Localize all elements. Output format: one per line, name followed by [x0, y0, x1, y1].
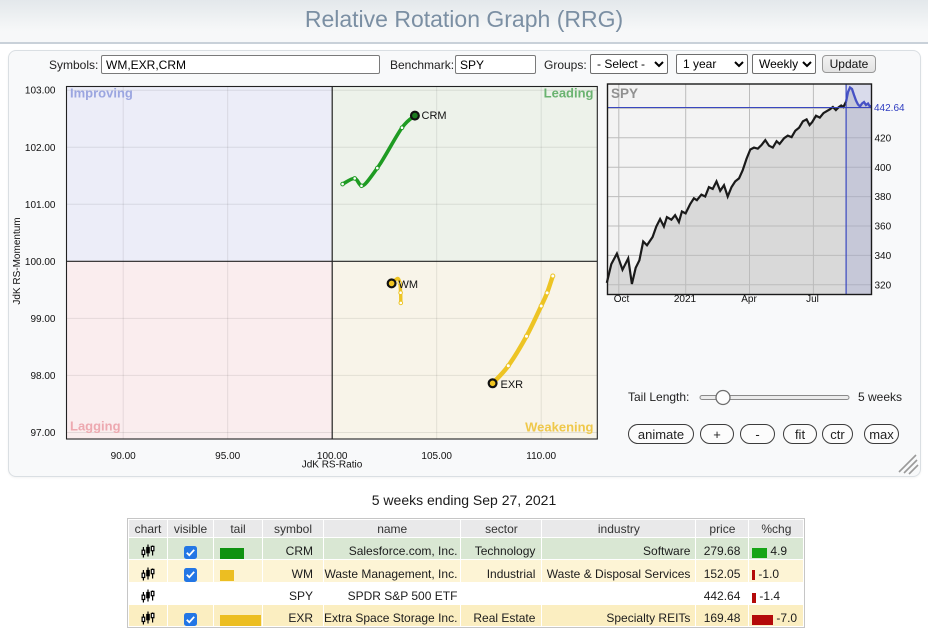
svg-text:90.00: 90.00 — [111, 451, 136, 462]
svg-text:JdK RS-Momentum: JdK RS-Momentum — [12, 217, 23, 304]
svg-text:Jul: Jul — [806, 294, 819, 305]
svg-text:105.00: 105.00 — [421, 451, 452, 462]
svg-text:WM: WM — [399, 279, 419, 291]
svg-text:103.00: 103.00 — [25, 86, 56, 97]
svg-text:100.00: 100.00 — [317, 451, 348, 462]
svg-text:CRM: CRM — [422, 110, 447, 122]
svg-text:Leading: Leading — [544, 86, 594, 101]
svg-text:100.00: 100.00 — [25, 257, 56, 268]
svg-text:SPY: SPY — [611, 86, 638, 101]
svg-text:102.00: 102.00 — [25, 143, 56, 154]
svg-text:Oct: Oct — [614, 294, 630, 305]
svg-text:99.00: 99.00 — [30, 314, 55, 325]
svg-text:420: 420 — [875, 133, 892, 144]
svg-text:380: 380 — [875, 192, 892, 203]
svg-text:EXR: EXR — [501, 379, 524, 391]
svg-text:95.00: 95.00 — [215, 451, 240, 462]
svg-text:340: 340 — [875, 251, 892, 262]
svg-text:Improving: Improving — [70, 86, 133, 101]
svg-text:101.00: 101.00 — [25, 200, 56, 211]
svg-text:98.00: 98.00 — [30, 371, 55, 382]
svg-text:JdK RS-Ratio: JdK RS-Ratio — [302, 460, 363, 471]
svg-text:Lagging: Lagging — [70, 419, 121, 434]
svg-text:Tail Length:: Tail Length: — [628, 390, 689, 404]
svg-text:Weakening: Weakening — [525, 420, 593, 435]
svg-text:360: 360 — [875, 222, 892, 233]
svg-text:Apr: Apr — [741, 294, 757, 305]
svg-text:400: 400 — [875, 163, 892, 174]
svg-text:5 weeks: 5 weeks — [858, 390, 902, 404]
svg-text:2021: 2021 — [674, 294, 697, 305]
svg-text:320: 320 — [875, 280, 892, 291]
svg-text:110.00: 110.00 — [526, 451, 556, 462]
svg-text:97.00: 97.00 — [30, 428, 55, 439]
svg-text:442.64: 442.64 — [874, 103, 905, 114]
